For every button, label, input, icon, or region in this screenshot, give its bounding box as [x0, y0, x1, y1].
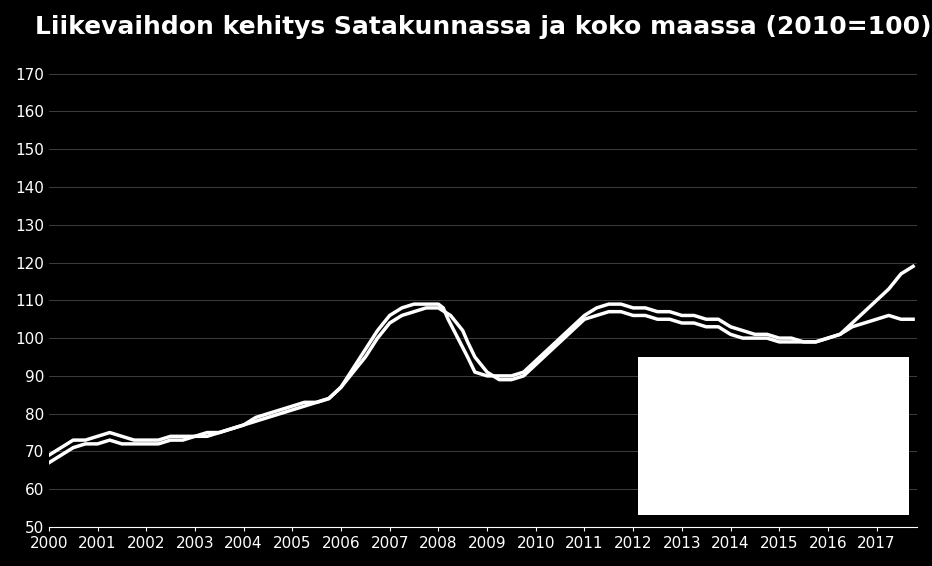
Title: Liikevaihdon kehitys Satakunnassa ja koko maassa (2010=100): Liikevaihdon kehitys Satakunnassa ja kok… — [34, 15, 931, 39]
